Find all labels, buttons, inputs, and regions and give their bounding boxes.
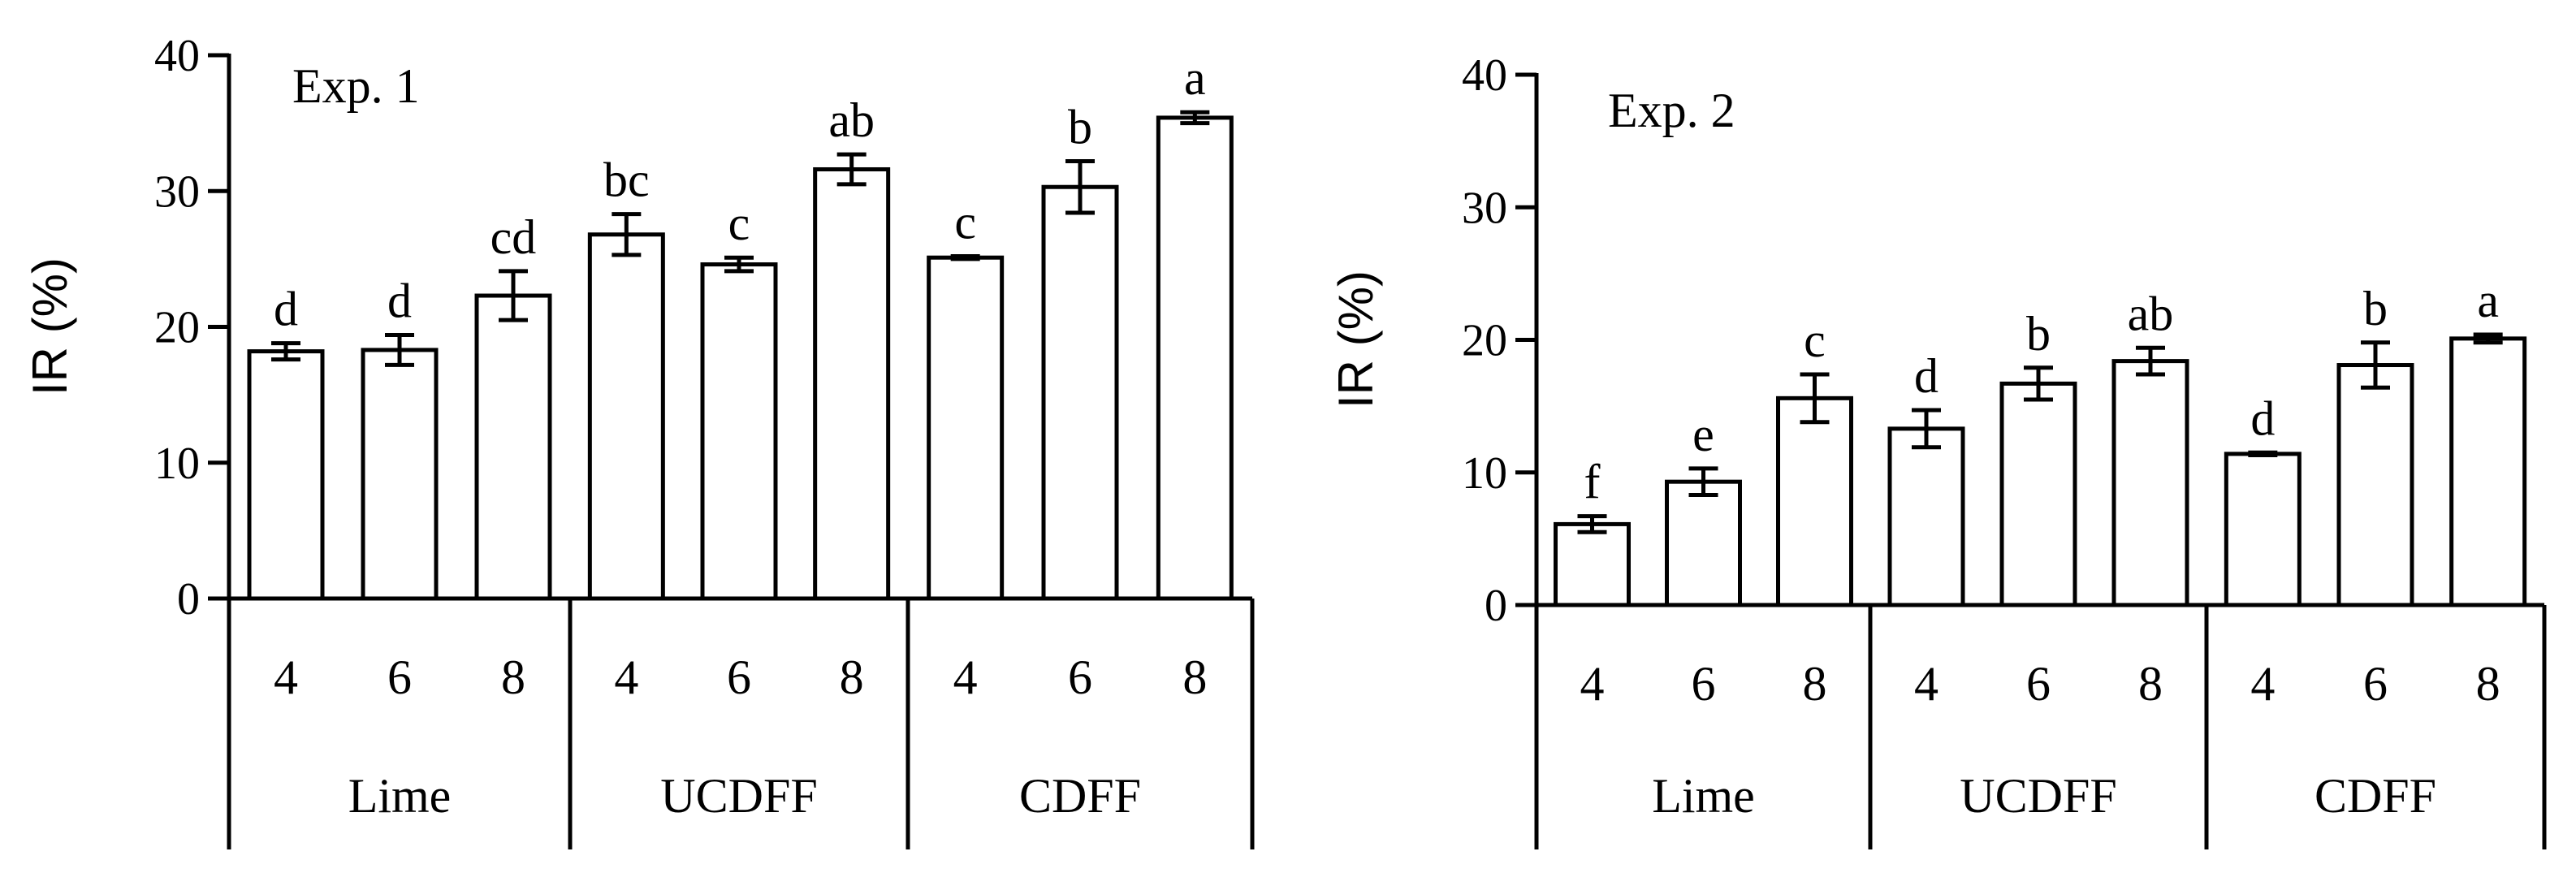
group-label: CDFF — [1019, 769, 1141, 823]
x-tick-label: 4 — [274, 650, 298, 704]
x-tick-label: 4 — [2250, 657, 2275, 711]
y-tick-label: 10 — [154, 439, 200, 489]
bar — [2336, 363, 2414, 607]
significance-letter: a — [1184, 51, 1206, 105]
x-tick-label: 6 — [727, 650, 751, 704]
error-bar — [2361, 340, 2390, 390]
bar — [927, 255, 1005, 601]
error-bar — [2248, 450, 2278, 458]
y-tick-label: 40 — [1462, 50, 1507, 101]
group-label: UCDFF — [1960, 769, 2116, 823]
error-bar — [1065, 158, 1095, 215]
significance-letter: d — [274, 283, 298, 336]
panel-label: Exp. 2 — [1608, 84, 1735, 137]
bar — [361, 348, 439, 601]
error-bar — [1688, 466, 1718, 498]
x-tick-label: 4 — [614, 650, 638, 704]
significance-letter: d — [387, 274, 412, 328]
bar — [2224, 452, 2302, 607]
error-bar — [385, 333, 414, 367]
error-bar — [950, 254, 980, 261]
significance-letter: e — [1692, 408, 1714, 461]
x-tick-label: 8 — [2476, 657, 2500, 711]
x-tick-label: 6 — [2026, 657, 2051, 711]
x-tick-label: 4 — [1914, 657, 1938, 711]
x-tick-label: 6 — [2363, 657, 2388, 711]
group-label: CDFF — [2315, 769, 2436, 823]
y-tick-label: 0 — [1485, 581, 1507, 631]
bar — [1665, 479, 1742, 607]
error-bar — [1800, 372, 1830, 425]
x-tick-label: 6 — [387, 650, 412, 704]
x-tick-label: 4 — [1580, 657, 1605, 711]
significance-letter: ab — [828, 93, 875, 147]
bar — [1999, 381, 2077, 607]
significance-letter: b — [1068, 100, 1092, 153]
y-tick-label: 10 — [1462, 448, 1507, 499]
bar — [700, 262, 778, 601]
y-tick-label: 20 — [1462, 316, 1507, 366]
group-label: UCDFF — [660, 769, 817, 823]
x-tick-label: 6 — [1068, 650, 1092, 704]
y-tick-label: 30 — [154, 166, 200, 217]
bar — [1554, 521, 1631, 607]
error-bar — [2473, 332, 2503, 345]
significance-letter: b — [2363, 282, 2388, 335]
group-label: Lime — [348, 769, 452, 823]
bar — [1041, 184, 1119, 601]
y-tick-label: 0 — [177, 574, 200, 625]
error-bar — [2024, 365, 2053, 402]
significance-letter: c — [728, 197, 750, 250]
x-tick-label: 8 — [1182, 650, 1207, 704]
error-bar — [499, 269, 528, 322]
bar — [2111, 359, 2189, 607]
x-tick-label: 4 — [953, 650, 978, 704]
significance-letter: d — [2250, 391, 2275, 445]
x-tick-label: 8 — [501, 650, 525, 704]
error-bar — [1180, 110, 1210, 126]
error-bar — [1912, 408, 1941, 450]
y-axis-title: IR (%) — [23, 257, 77, 395]
error-bar — [836, 152, 867, 187]
x-tick-label: 8 — [2138, 657, 2163, 711]
error-bar — [1577, 514, 1607, 534]
y-tick-label: 20 — [154, 303, 200, 353]
x-tick-label: 8 — [840, 650, 864, 704]
significance-letter: ab — [2128, 287, 2174, 340]
y-tick-label: 30 — [1462, 183, 1507, 233]
bar — [1156, 115, 1234, 601]
significance-letter: f — [1584, 456, 1601, 509]
error-bar — [2136, 345, 2165, 377]
significance-letter: c — [1804, 313, 1826, 367]
bar — [474, 293, 552, 601]
error-bar — [271, 341, 300, 362]
bar — [247, 349, 325, 601]
bar — [587, 232, 665, 601]
y-tick-label: 40 — [154, 31, 200, 81]
significance-letter: c — [954, 196, 976, 249]
bar — [1776, 395, 1853, 607]
significance-letter: a — [2477, 274, 2499, 327]
error-bar — [612, 212, 642, 257]
bar — [813, 166, 891, 601]
bar — [1887, 426, 1965, 607]
x-tick-label: 6 — [1692, 657, 1716, 711]
bar — [2449, 336, 2527, 607]
group-label: Lime — [1652, 769, 1755, 823]
y-axis-title: IR (%) — [1329, 270, 1383, 408]
significance-letter: b — [2026, 307, 2051, 361]
significance-letter: d — [1914, 349, 1938, 403]
significance-letter: bc — [603, 153, 650, 207]
panel-label: Exp. 1 — [292, 59, 420, 113]
x-tick-label: 8 — [1803, 657, 1827, 711]
significance-letter: cd — [491, 210, 537, 264]
error-bar — [724, 255, 754, 274]
